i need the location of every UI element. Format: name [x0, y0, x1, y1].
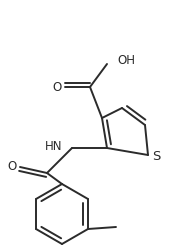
- Text: S: S: [152, 150, 160, 164]
- Text: O: O: [52, 80, 62, 94]
- Text: HN: HN: [44, 139, 62, 152]
- Text: OH: OH: [117, 54, 135, 66]
- Text: O: O: [7, 161, 17, 174]
